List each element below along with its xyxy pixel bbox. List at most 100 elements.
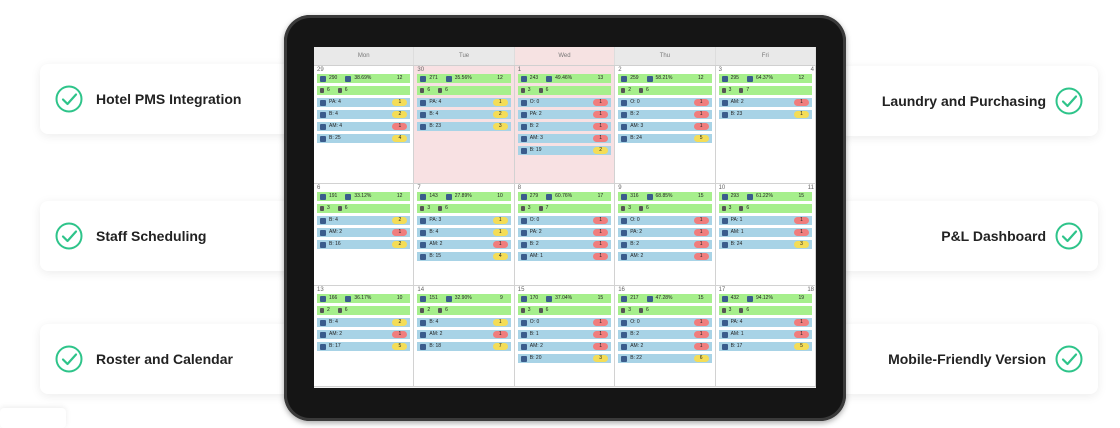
assigned-count-badge[interactable]: 1: [794, 217, 809, 224]
assigned-count-badge[interactable]: 1: [593, 229, 609, 236]
staff-shift-row[interactable]: AM: 4 1: [317, 122, 411, 131]
assigned-count-badge[interactable]: 1: [492, 319, 508, 326]
staff-shift-row[interactable]: B: 4 2: [317, 318, 411, 327]
assigned-count-badge[interactable]: 1: [593, 319, 609, 326]
calendar-day-cell[interactable]: 7 143 27.89% 10 3 6 PA: 3 1 B: 4 1 AM: 2 1 B: 15 4: [414, 184, 515, 286]
staff-shift-row[interactable]: PA: 4 1: [718, 318, 812, 327]
assigned-count-badge[interactable]: 1: [492, 241, 508, 248]
assigned-count-badge[interactable]: 1: [693, 99, 709, 106]
staff-shift-row[interactable]: AM: 2 1: [718, 98, 812, 107]
staff-shift-row[interactable]: AM: 2 1: [417, 330, 511, 339]
staff-shift-row[interactable]: PA: 2 1: [517, 110, 612, 119]
assigned-count-badge[interactable]: 1: [693, 241, 709, 248]
staff-shift-row[interactable]: PA: 4 1: [317, 98, 411, 107]
calendar-day-cell[interactable]: 2 259 58.21% 12 2 6 O: 0 1 B: 2 1 AM: 3 1 B: 24 5: [615, 66, 716, 184]
assigned-count-badge[interactable]: 1: [794, 111, 809, 118]
staff-shift-row[interactable]: B: 4 2: [317, 110, 411, 119]
calendar-day-cell[interactable]: 10 11 293 61.22% 15 3 6 PA: 1 1 AM: 1 1 B: 24 3: [715, 184, 816, 286]
staff-shift-row[interactable]: B: 18 7: [417, 342, 511, 351]
assigned-count-badge[interactable]: 1: [593, 343, 609, 350]
assigned-count-badge[interactable]: 1: [693, 111, 709, 118]
staff-shift-row[interactable]: B: 23 3: [417, 122, 511, 131]
staff-shift-row[interactable]: B: 24 5: [618, 134, 712, 143]
calendar-day-cell[interactable]: 16 217 47.28% 15 3 6 O: 0 1 B: 2 1 AM: 2 1 B: 22 6: [615, 286, 716, 387]
calendar-day-cell[interactable]: 14 151 32.90% 9 2 6 B: 4 1 AM: 2 1 B: 18 7: [414, 286, 515, 387]
assigned-count-badge[interactable]: 1: [693, 123, 709, 130]
assigned-count-badge[interactable]: 1: [392, 331, 408, 338]
staff-shift-row[interactable]: B: 15 4: [417, 252, 511, 261]
staff-shift-row[interactable]: B: 24 3: [718, 240, 812, 249]
assigned-count-badge[interactable]: 1: [693, 319, 709, 326]
staff-shift-row[interactable]: O: 0 1: [618, 216, 712, 225]
assigned-count-badge[interactable]: 1: [593, 331, 609, 338]
staff-shift-row[interactable]: PA: 2 1: [517, 228, 612, 237]
staff-shift-row[interactable]: B: 20 3: [517, 354, 612, 363]
staff-shift-row[interactable]: AM: 2 1: [317, 228, 411, 237]
assigned-count-badge[interactable]: 1: [392, 123, 408, 130]
staff-shift-row[interactable]: AM: 1 1: [718, 228, 812, 237]
assigned-count-badge[interactable]: 1: [794, 229, 809, 236]
staff-shift-row[interactable]: B: 2 1: [618, 110, 712, 119]
assigned-count-badge[interactable]: 2: [392, 319, 408, 326]
assigned-count-badge[interactable]: 1: [392, 99, 408, 106]
assigned-count-badge[interactable]: 1: [794, 99, 809, 106]
assigned-count-badge[interactable]: 1: [693, 343, 709, 350]
staff-shift-row[interactable]: PA: 3 1: [417, 216, 511, 225]
staff-shift-row[interactable]: AM: 3 1: [517, 134, 612, 143]
staff-shift-row[interactable]: B: 4 1: [417, 228, 511, 237]
assigned-count-badge[interactable]: 5: [693, 135, 709, 142]
staff-shift-row[interactable]: B: 2 1: [618, 330, 712, 339]
staff-shift-row[interactable]: PA: 1 1: [718, 216, 812, 225]
calendar-day-cell[interactable]: 30 271 35.56% 12 6 6 PA: 4 1 B: 4 2 B: 23 3: [414, 66, 515, 184]
assigned-count-badge[interactable]: 1: [593, 99, 609, 106]
assigned-count-badge[interactable]: 2: [593, 147, 609, 154]
staff-shift-row[interactable]: AM: 3 1: [618, 122, 712, 131]
assigned-count-badge[interactable]: 2: [492, 111, 508, 118]
calendar-day-cell[interactable]: 13 166 36.17% 10 2 6 B: 4 2 AM: 2 1 B: 17 5: [314, 286, 415, 387]
staff-shift-row[interactable]: B: 4 1: [417, 318, 511, 327]
assigned-count-badge[interactable]: 7: [492, 343, 508, 350]
calendar-day-cell[interactable]: 6 191 33.12% 12 3 6 B: 4 2 AM: 2 1 B: 16 2: [314, 184, 415, 286]
assigned-count-badge[interactable]: 1: [593, 217, 609, 224]
staff-shift-row[interactable]: B: 2 1: [517, 240, 612, 249]
assigned-count-badge[interactable]: 1: [593, 241, 609, 248]
staff-shift-row[interactable]: O: 0 1: [517, 98, 612, 107]
staff-shift-row[interactable]: AM: 2 1: [317, 330, 411, 339]
calendar-day-cell[interactable]: 1 243 49.46% 13 3 6 O: 0 1 PA: 2 1 B: 2 1 AM: 3 1 B: 1…: [514, 66, 616, 184]
assigned-count-badge[interactable]: 1: [492, 331, 508, 338]
assigned-count-badge[interactable]: 1: [593, 123, 609, 130]
staff-shift-row[interactable]: B: 4 2: [417, 110, 511, 119]
calendar-day-cell[interactable]: 17 18 432 94.12% 19 3 6 PA: 4 1 AM: 1 1 B: 17 5: [715, 286, 816, 387]
assigned-count-badge[interactable]: 3: [794, 241, 809, 248]
staff-shift-row[interactable]: B: 25 4: [317, 134, 411, 143]
assigned-count-badge[interactable]: 4: [492, 253, 508, 260]
assigned-count-badge[interactable]: 1: [593, 111, 609, 118]
assigned-count-badge[interactable]: 1: [593, 253, 609, 260]
staff-shift-row[interactable]: AM: 2 1: [517, 342, 612, 351]
calendar-day-cell[interactable]: 3 4 295 64.37% 12 3 7 AM: 2 1 B: 23 1: [715, 66, 816, 184]
staff-shift-row[interactable]: AM: 1 1: [718, 330, 812, 339]
assigned-count-badge[interactable]: 5: [794, 343, 809, 350]
staff-shift-row[interactable]: PA: 2 1: [618, 228, 712, 237]
staff-shift-row[interactable]: B: 23 1: [718, 110, 812, 119]
staff-shift-row[interactable]: B: 4 2: [317, 216, 411, 225]
calendar-day-cell[interactable]: 29 290 38.69% 12 6 6 PA: 4 1 B: 4 2 AM: 4 1 B: 25 4: [314, 66, 415, 184]
staff-shift-row[interactable]: AM: 1 1: [517, 252, 612, 261]
staff-shift-row[interactable]: B: 17 5: [718, 342, 812, 351]
assigned-count-badge[interactable]: 1: [492, 229, 508, 236]
assigned-count-badge[interactable]: 1: [693, 217, 709, 224]
staff-shift-row[interactable]: B: 19 2: [517, 146, 612, 155]
assigned-count-badge[interactable]: 1: [492, 99, 508, 106]
assigned-count-badge[interactable]: 1: [693, 331, 709, 338]
assigned-count-badge[interactable]: 2: [392, 111, 408, 118]
staff-shift-row[interactable]: O: 0 1: [517, 318, 612, 327]
assigned-count-badge[interactable]: 1: [492, 217, 508, 224]
staff-shift-row[interactable]: B: 22 6: [618, 354, 712, 363]
staff-shift-row[interactable]: AM: 2 1: [618, 252, 712, 261]
staff-shift-row[interactable]: O: 0 1: [618, 318, 712, 327]
assigned-count-badge[interactable]: 1: [693, 253, 709, 260]
staff-shift-row[interactable]: B: 1 1: [517, 330, 612, 339]
assigned-count-badge[interactable]: 1: [593, 135, 609, 142]
staff-shift-row[interactable]: O: 0 1: [618, 98, 712, 107]
